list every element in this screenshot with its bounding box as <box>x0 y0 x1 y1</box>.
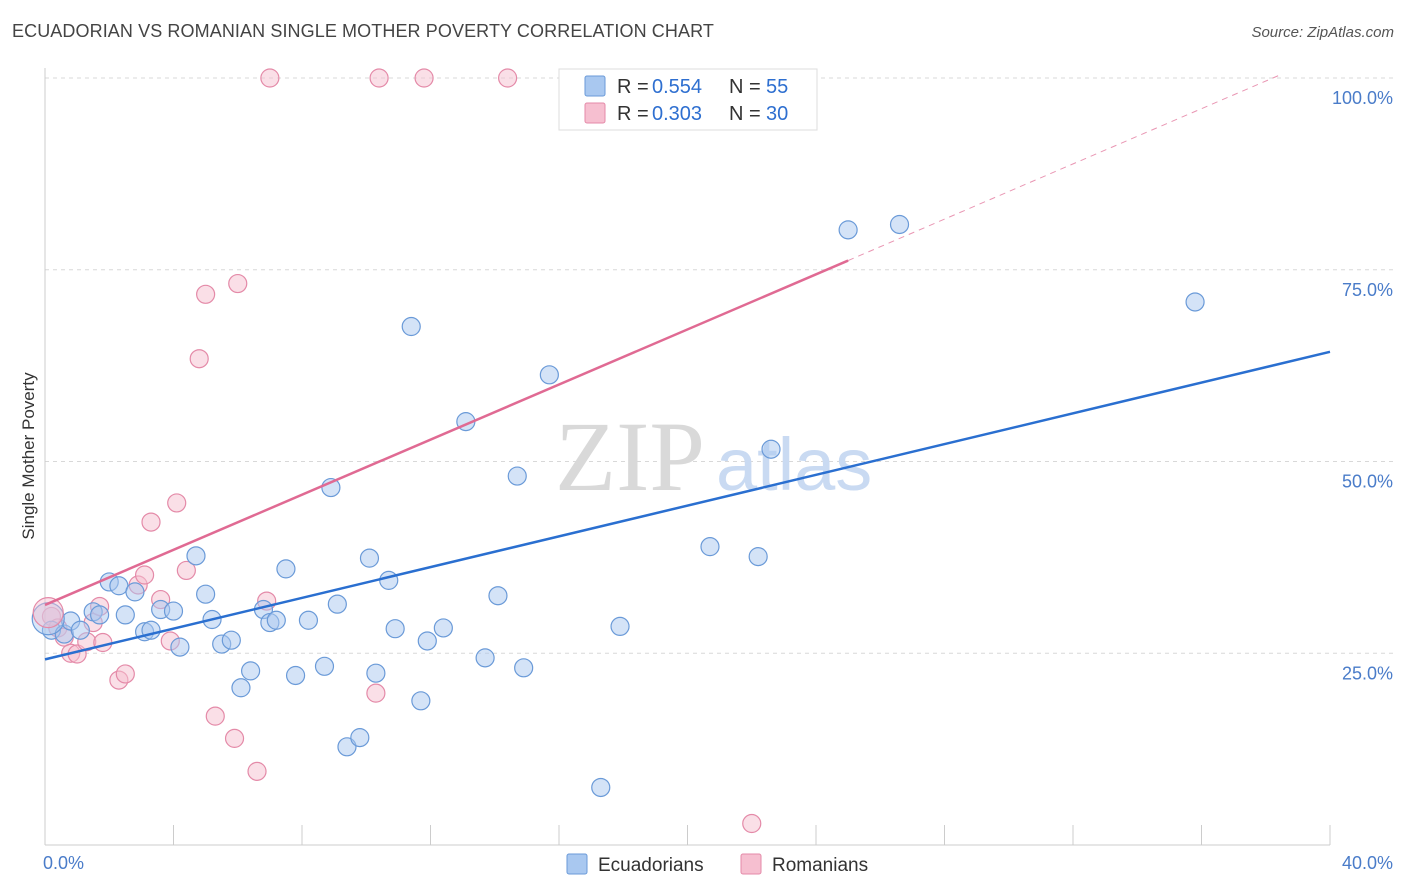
data-point-ecuadorians <box>115 605 135 625</box>
data-point-ecuadorians <box>285 665 306 686</box>
data-point-romanians <box>115 664 135 684</box>
data-point-ecuadorians <box>266 610 286 630</box>
data-point-romanians <box>224 728 245 748</box>
data-point-romanians <box>167 493 187 513</box>
legend-r-label-romanians: R = <box>617 103 649 125</box>
y-tick-label: 25.0% <box>1342 663 1393 683</box>
trendline-romanians-extrapolated <box>847 73 1283 262</box>
grid-layer <box>45 77 1393 654</box>
legend-swatch-ecuadorians <box>584 75 606 97</box>
data-point-ecuadorians <box>170 637 190 657</box>
data-point-ecuadorians <box>700 537 720 557</box>
watermark-zip: ZIP <box>555 401 705 512</box>
legend-n-label-ecuadorians: N = <box>729 76 761 98</box>
data-point-ecuadorians <box>90 605 110 625</box>
x-tick-label-max: 40.0% <box>1342 853 1393 873</box>
legend-n-value-ecuadorians: 55 <box>766 76 788 98</box>
data-point-ecuadorians <box>366 663 386 683</box>
data-point-ecuadorians <box>359 548 380 568</box>
y-tick-label: 75.0% <box>1342 280 1393 300</box>
data-point-ecuadorians <box>314 656 335 676</box>
data-point-ecuadorians <box>196 584 216 604</box>
legend-bottom-label-ecuadorians: Ecuadorians <box>598 855 704 876</box>
legend-bottom-swatch-romanians <box>740 853 762 875</box>
data-point-ecuadorians <box>70 620 90 640</box>
legend-r-label-ecuadorians: R = <box>617 76 649 98</box>
legend-bottom: Ecuadorians Romanians <box>566 853 868 876</box>
data-point-ecuadorians <box>838 220 858 240</box>
legend-swatch-romanians <box>584 102 606 124</box>
legend-r-value-ecuadorians: 0.554 <box>652 76 702 98</box>
data-point-ecuadorians <box>163 601 184 621</box>
legend-bottom-swatch-ecuadorians <box>566 853 588 875</box>
data-point-romanians <box>247 761 267 781</box>
data-point-romanians <box>176 560 196 581</box>
data-point-ecuadorians <box>241 661 261 681</box>
axis-layer: 25.0% 50.0% 75.0% 100.0% 0.0% 40.0% <box>43 68 1393 873</box>
data-point-ecuadorians <box>401 316 421 337</box>
data-point-ecuadorians <box>591 777 611 798</box>
data-point-romanians <box>134 565 155 585</box>
data-point-ecuadorians <box>379 570 399 590</box>
data-point-romanians <box>260 68 280 88</box>
data-point-ecuadorians <box>1185 292 1205 312</box>
y-tick-label: 100.0% <box>1332 88 1393 108</box>
data-point-ecuadorians <box>327 594 347 614</box>
data-point-ecuadorians <box>186 546 206 566</box>
data-point-ecuadorians <box>231 678 251 698</box>
data-point-ecuadorians <box>411 691 431 711</box>
data-point-ecuadorians <box>417 631 437 651</box>
y-axis-label: Single Mother Poverty <box>19 372 38 540</box>
data-point-ecuadorians <box>507 466 527 486</box>
data-point-ecuadorians <box>761 439 781 459</box>
data-point-ecuadorians <box>475 648 495 668</box>
data-point-ecuadorians <box>488 586 508 606</box>
watermark: ZIP atlas <box>555 401 872 512</box>
data-point-ecuadorians <box>539 365 559 385</box>
data-point-ecuadorians <box>298 610 319 630</box>
data-point-romanians <box>742 813 762 834</box>
data-point-ecuadorians <box>433 618 453 638</box>
trend-layer <box>847 73 1283 262</box>
trendline-romanians <box>44 259 849 607</box>
y-tick-label: 50.0% <box>1342 472 1393 492</box>
trendline-ecuadorians <box>44 350 1331 661</box>
points-layer <box>31 68 1331 834</box>
data-point-ecuadorians <box>350 728 370 748</box>
data-point-ecuadorians <box>748 547 768 567</box>
legend-top: R = 0.554 N = 55 R = 0.303 N = 30 <box>558 68 818 131</box>
data-point-romanians <box>414 68 434 88</box>
data-point-ecuadorians <box>610 616 630 637</box>
legend-n-label-romanians: N = <box>729 103 761 125</box>
legend-n-value-romanians: 30 <box>766 103 788 125</box>
data-point-romanians <box>369 68 389 88</box>
data-point-ecuadorians <box>889 214 910 235</box>
data-point-ecuadorians <box>221 630 241 650</box>
data-point-romanians <box>205 706 225 726</box>
data-point-romanians <box>93 632 113 653</box>
data-point-romanians <box>498 68 518 88</box>
data-point-romanians <box>189 349 209 369</box>
data-point-romanians <box>196 284 216 304</box>
data-point-ecuadorians <box>385 619 405 639</box>
chart-title: ECUADORIAN VS ROMANIAN SINGLE MOTHER POV… <box>12 21 714 41</box>
data-point-ecuadorians <box>109 576 129 596</box>
data-point-ecuadorians <box>276 559 296 579</box>
data-point-ecuadorians <box>514 658 534 678</box>
legend-bottom-label-romanians: Romanians <box>772 855 868 876</box>
data-point-romanians <box>366 683 386 703</box>
chart-source: Source: ZipAtlas.com <box>1251 24 1394 41</box>
data-point-romanians <box>141 512 161 532</box>
x-tick-label-min: 0.0% <box>43 853 84 873</box>
data-point-romanians-cluster <box>32 596 64 629</box>
data-point-romanians <box>228 273 248 294</box>
legend-r-value-romanians: 0.303 <box>652 103 702 125</box>
data-point-ecuadorians <box>125 582 145 602</box>
